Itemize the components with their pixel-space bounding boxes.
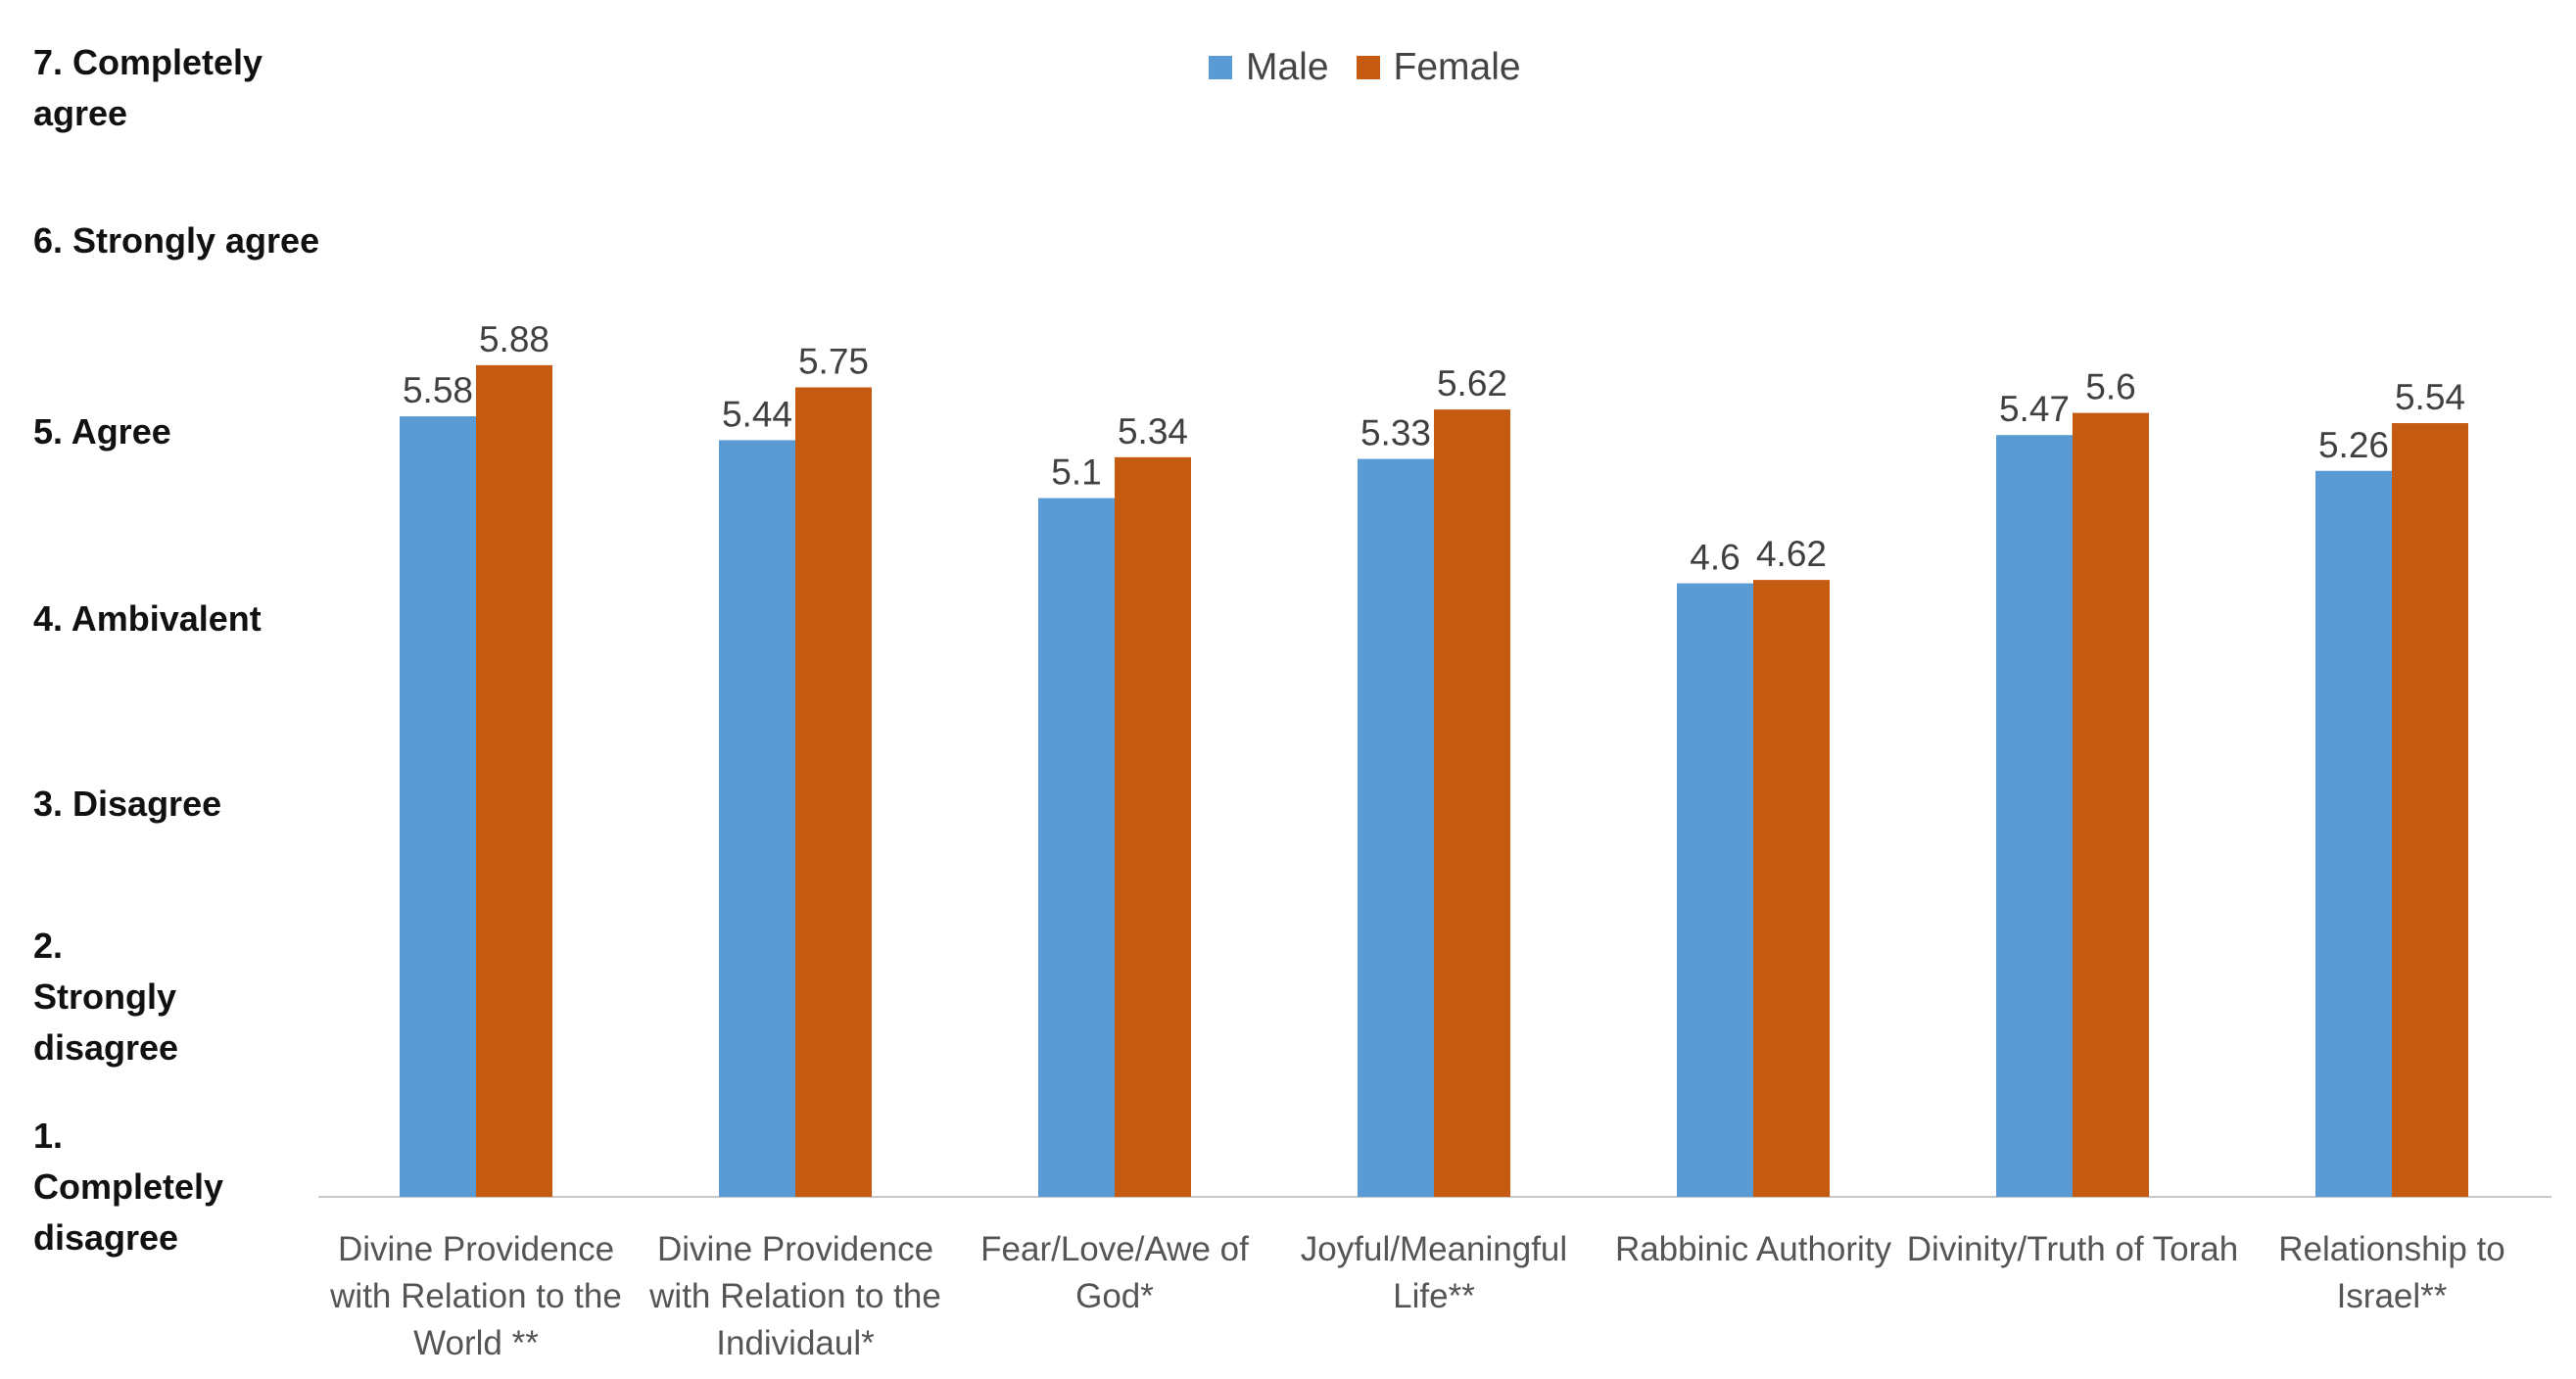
data-label-female-2: 5.75	[798, 342, 869, 382]
data-label-male-2: 5.44	[722, 394, 792, 434]
bar-male-3	[1038, 498, 1115, 1198]
y-tick-label-6: 6. Strongly agree	[33, 220, 320, 261]
category-label-3: Fear/Love/Awe of God*	[980, 1230, 1249, 1315]
legend-swatch-female	[1356, 56, 1380, 79]
legend: Male Female	[1209, 43, 1549, 92]
bar-female-6	[2073, 412, 2149, 1198]
legend-item-female: Female	[1356, 46, 1521, 89]
y-tick-label-3: 3. Disagree	[33, 784, 222, 824]
data-label-male-3: 5.1	[1051, 452, 1101, 493]
bar-male-1	[400, 416, 476, 1198]
legend-label-male: Male	[1246, 46, 1329, 88]
legend-item-male: Male	[1209, 46, 1329, 89]
bar-male-2	[719, 440, 795, 1197]
y-tick-label-1: 1. Completely disagree	[33, 1116, 224, 1258]
y-tick-label-7: 7. Completely agree	[33, 42, 263, 133]
data-label-male-5: 4.6	[1690, 538, 1740, 578]
legend-swatch-male	[1209, 56, 1232, 79]
category-label-7: Relationship to Israel**	[2278, 1230, 2505, 1315]
bar-male-7	[2315, 470, 2392, 1197]
bar-male-4	[1358, 458, 1434, 1198]
data-label-male-4: 5.33	[1360, 413, 1431, 453]
bar-female-3	[1115, 456, 1191, 1198]
category-label-2: Divine Providence with Relation to the I…	[649, 1230, 941, 1362]
y-tick-label-2: 2. Strongly disagree	[33, 926, 179, 1068]
bar-male-6	[1996, 435, 2073, 1198]
y-tick-label-5: 5. Agree	[33, 411, 171, 452]
data-label-female-1: 5.88	[479, 319, 549, 359]
data-label-female-6: 5.6	[2085, 367, 2135, 407]
category-label-6: Divinity/Truth of Torah	[1906, 1230, 2239, 1268]
bar-male-5	[1677, 583, 1753, 1197]
bar-female-1	[476, 364, 552, 1197]
data-label-male-1: 5.58	[403, 370, 473, 410]
data-label-female-4: 5.62	[1437, 363, 1507, 404]
data-label-male-6: 5.47	[1999, 389, 2070, 429]
data-label-female-5: 4.62	[1756, 534, 1827, 574]
category-label-1: Divine Providence with Relation to the W…	[330, 1230, 622, 1362]
bar-female-7	[2392, 423, 2468, 1197]
bar-female-5	[1753, 580, 1830, 1197]
y-tick-label-4: 4. Ambivalent	[33, 598, 262, 639]
legend-label-female: Female	[1393, 46, 1521, 88]
bar-female-2	[795, 387, 872, 1197]
category-label-4: Joyful/Meaningful Life**	[1300, 1230, 1568, 1315]
data-label-male-7: 5.26	[2318, 425, 2389, 465]
data-label-female-3: 5.34	[1118, 411, 1188, 452]
data-label-female-7: 5.54	[2395, 377, 2465, 417]
category-label-5: Rabbinic Authority	[1614, 1230, 1892, 1268]
bar-female-4	[1434, 409, 1510, 1197]
